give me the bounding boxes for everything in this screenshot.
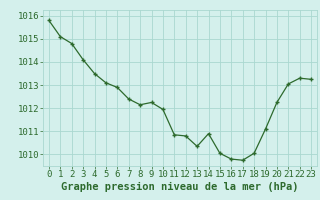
X-axis label: Graphe pression niveau de la mer (hPa): Graphe pression niveau de la mer (hPa)	[61, 182, 299, 192]
